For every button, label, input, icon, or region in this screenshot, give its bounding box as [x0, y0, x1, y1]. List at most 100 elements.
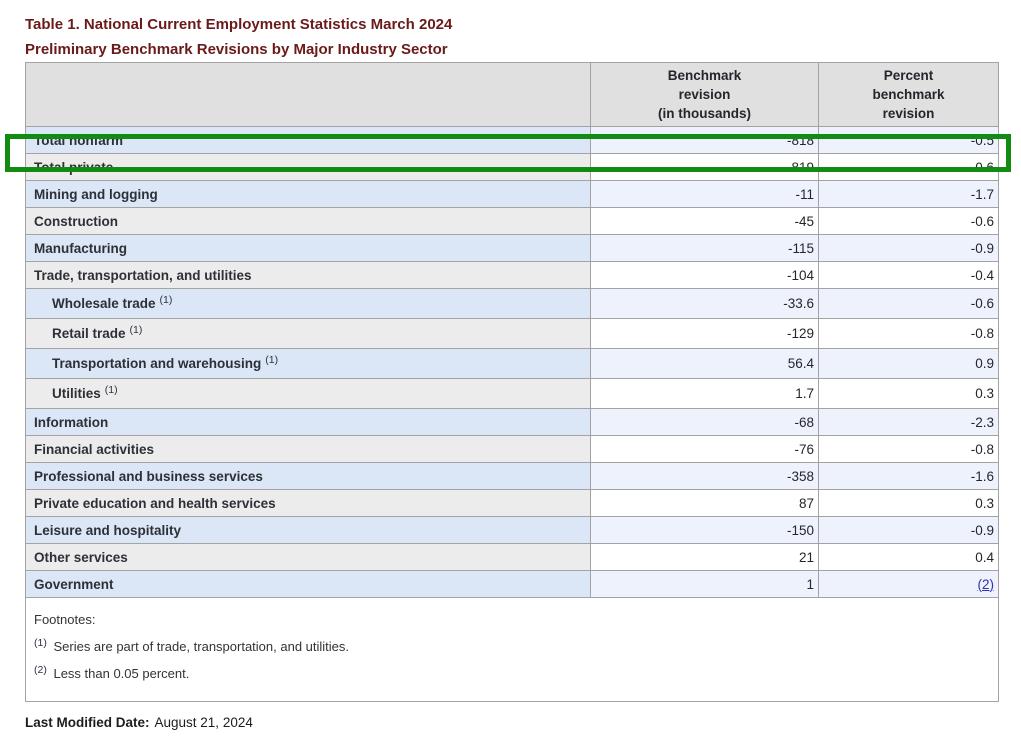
revision-value: -818	[591, 127, 819, 154]
percent-value: -0.6	[819, 289, 999, 319]
footnotes-cell: Footnotes: (1) Series are part of trade,…	[26, 598, 999, 702]
industry-label: Wholesale trade	[52, 296, 156, 311]
industry-label: Other services	[34, 550, 128, 565]
footnote-1-marker: (1)	[105, 384, 118, 396]
industry-cell: Transportation and warehousing (1)	[26, 349, 591, 379]
percent-value: -0.6	[819, 154, 999, 181]
footnotes-row: Footnotes: (1) Series are part of trade,…	[26, 598, 999, 702]
industry-label: Information	[34, 415, 108, 430]
table-row-mining-and-logging: Mining and logging -11 -1.7	[26, 181, 999, 208]
table-row-wholesale-trade: Wholesale trade (1) -33.6 -0.6	[26, 289, 999, 319]
table-row-manufacturing: Manufacturing -115 -0.9	[26, 235, 999, 262]
industry-cell: Information	[26, 409, 591, 436]
percent-value: 0.3	[819, 490, 999, 517]
industry-label: Utilities	[52, 386, 101, 401]
percent-value: -1.7	[819, 181, 999, 208]
revision-value: -76	[591, 436, 819, 463]
table-row-utilities: Utilities(1) 1.7 0.3	[26, 379, 999, 409]
bls-benchmark-revisions-page: Table 1. National Current Employment Sta…	[0, 12, 1021, 748]
table-row-transportation-and-warehousing: Transportation and warehousing (1) 56.4 0…	[26, 349, 999, 379]
percent-value: -0.6	[819, 208, 999, 235]
table-row-government: Government 1 (2)	[26, 571, 999, 598]
benchmark-revisions-table: Benchmark revision (in thousands) Percen…	[25, 62, 999, 702]
percent-value: 0.4	[819, 544, 999, 571]
header-row: Benchmark revision (in thousands) Percen…	[26, 63, 999, 127]
percent-value: 0.3	[819, 379, 999, 409]
footnote-1-marker: (1)	[130, 324, 143, 336]
revision-value: -68	[591, 409, 819, 436]
percent-value: -0.9	[819, 517, 999, 544]
industry-label: Financial activities	[34, 442, 154, 457]
industry-label: Total nonfarm	[34, 133, 123, 148]
table-title-line1: Table 1. National Current Employment Sta…	[25, 12, 1021, 37]
industry-cell: Retail trade (1)	[26, 319, 591, 349]
table-row-construction: Construction -45 -0.6	[26, 208, 999, 235]
footnote-1-marker: (1)	[34, 637, 47, 649]
industry-label: Construction	[34, 214, 118, 229]
industry-cell: Wholesale trade (1)	[26, 289, 591, 319]
revision-value: 1	[591, 571, 819, 598]
header-industry	[26, 63, 591, 127]
footnotes-heading: Footnotes:	[34, 606, 988, 633]
industry-cell: Construction	[26, 208, 591, 235]
table-row-professional-and-business-services: Professional and business services -358 …	[26, 463, 999, 490]
percent-value: -0.5	[819, 127, 999, 154]
table-row-other-services: Other services 21 0.4	[26, 544, 999, 571]
footnote-2-marker: (2)	[34, 664, 47, 676]
table-row-trade-transportation-utilities: Trade, transportation, and utilities -10…	[26, 262, 999, 289]
industry-label: Professional and business services	[34, 469, 263, 484]
industry-label: Manufacturing	[34, 241, 127, 256]
table-title-line2: Preliminary Benchmark Revisions by Major…	[25, 37, 1021, 62]
industry-cell: Manufacturing	[26, 235, 591, 262]
industry-label: Private education and health services	[34, 496, 276, 511]
percent-value: -0.8	[819, 436, 999, 463]
industry-cell: Total nonfarm	[26, 127, 591, 154]
footnote-2-link[interactable]: (2)	[978, 577, 995, 592]
revision-value: -104	[591, 262, 819, 289]
industry-label: Retail trade	[52, 326, 126, 341]
table-row-retail-trade: Retail trade (1) -129 -0.8	[26, 319, 999, 349]
revision-value: 21	[591, 544, 819, 571]
industry-cell: Government	[26, 571, 591, 598]
revision-value: -358	[591, 463, 819, 490]
table-row-leisure-and-hospitality: Leisure and hospitality -150 -0.9	[26, 517, 999, 544]
footnote-2: (2) Less than 0.05 percent.	[34, 660, 988, 687]
industry-cell: Financial activities	[26, 436, 591, 463]
industry-cell: Trade, transportation, and utilities	[26, 262, 591, 289]
industry-cell: Utilities (1)	[26, 379, 591, 409]
industry-cell: Total private	[26, 154, 591, 181]
industry-cell: Mining and logging	[26, 181, 591, 208]
footnote-1-marker: (1)	[265, 354, 278, 366]
revision-value: -115	[591, 235, 819, 262]
percent-value: 0.9	[819, 349, 999, 379]
table-row-financial-activities: Financial activities -76 -0.8	[26, 436, 999, 463]
industry-label: Total private	[34, 160, 113, 175]
industry-cell: Private education and health services	[26, 490, 591, 517]
revision-value: -11	[591, 181, 819, 208]
header-benchmark-revision: Benchmark revision (in thousands)	[591, 63, 819, 127]
industry-label: Trade, transportation, and utilities	[34, 268, 252, 283]
industry-label: Transportation and warehousing	[52, 356, 261, 371]
percent-value: -0.8	[819, 319, 999, 349]
table-row-total-nonfarm: Total nonfarm -818 -0.5	[26, 127, 999, 154]
industry-cell: Professional and business services	[26, 463, 591, 490]
revision-value: 56.4	[591, 349, 819, 379]
footnote-2-text: Less than 0.05 percent.	[53, 666, 189, 681]
table-row-private-education-and-health-services: Private education and health services 87…	[26, 490, 999, 517]
revision-value: -33.6	[591, 289, 819, 319]
footnote-1-text: Series are part of trade, transportation…	[53, 639, 349, 654]
last-modified-label: Last Modified Date:	[25, 715, 150, 730]
revision-value: -150	[591, 517, 819, 544]
table-row-total-private: Total private -819 -0.6	[26, 154, 999, 181]
percent-value: -0.9	[819, 235, 999, 262]
percent-value: -0.4	[819, 262, 999, 289]
footnote-1-marker: (1)	[160, 294, 173, 306]
percent-value: -1.6	[819, 463, 999, 490]
industry-cell: Leisure and hospitality	[26, 517, 591, 544]
last-modified-value: August 21, 2024	[155, 715, 253, 730]
industry-label: Mining and logging	[34, 187, 158, 202]
industry-label: Leisure and hospitality	[34, 523, 181, 538]
revision-value: 87	[591, 490, 819, 517]
industry-cell: Other services	[26, 544, 591, 571]
revision-value: -129	[591, 319, 819, 349]
